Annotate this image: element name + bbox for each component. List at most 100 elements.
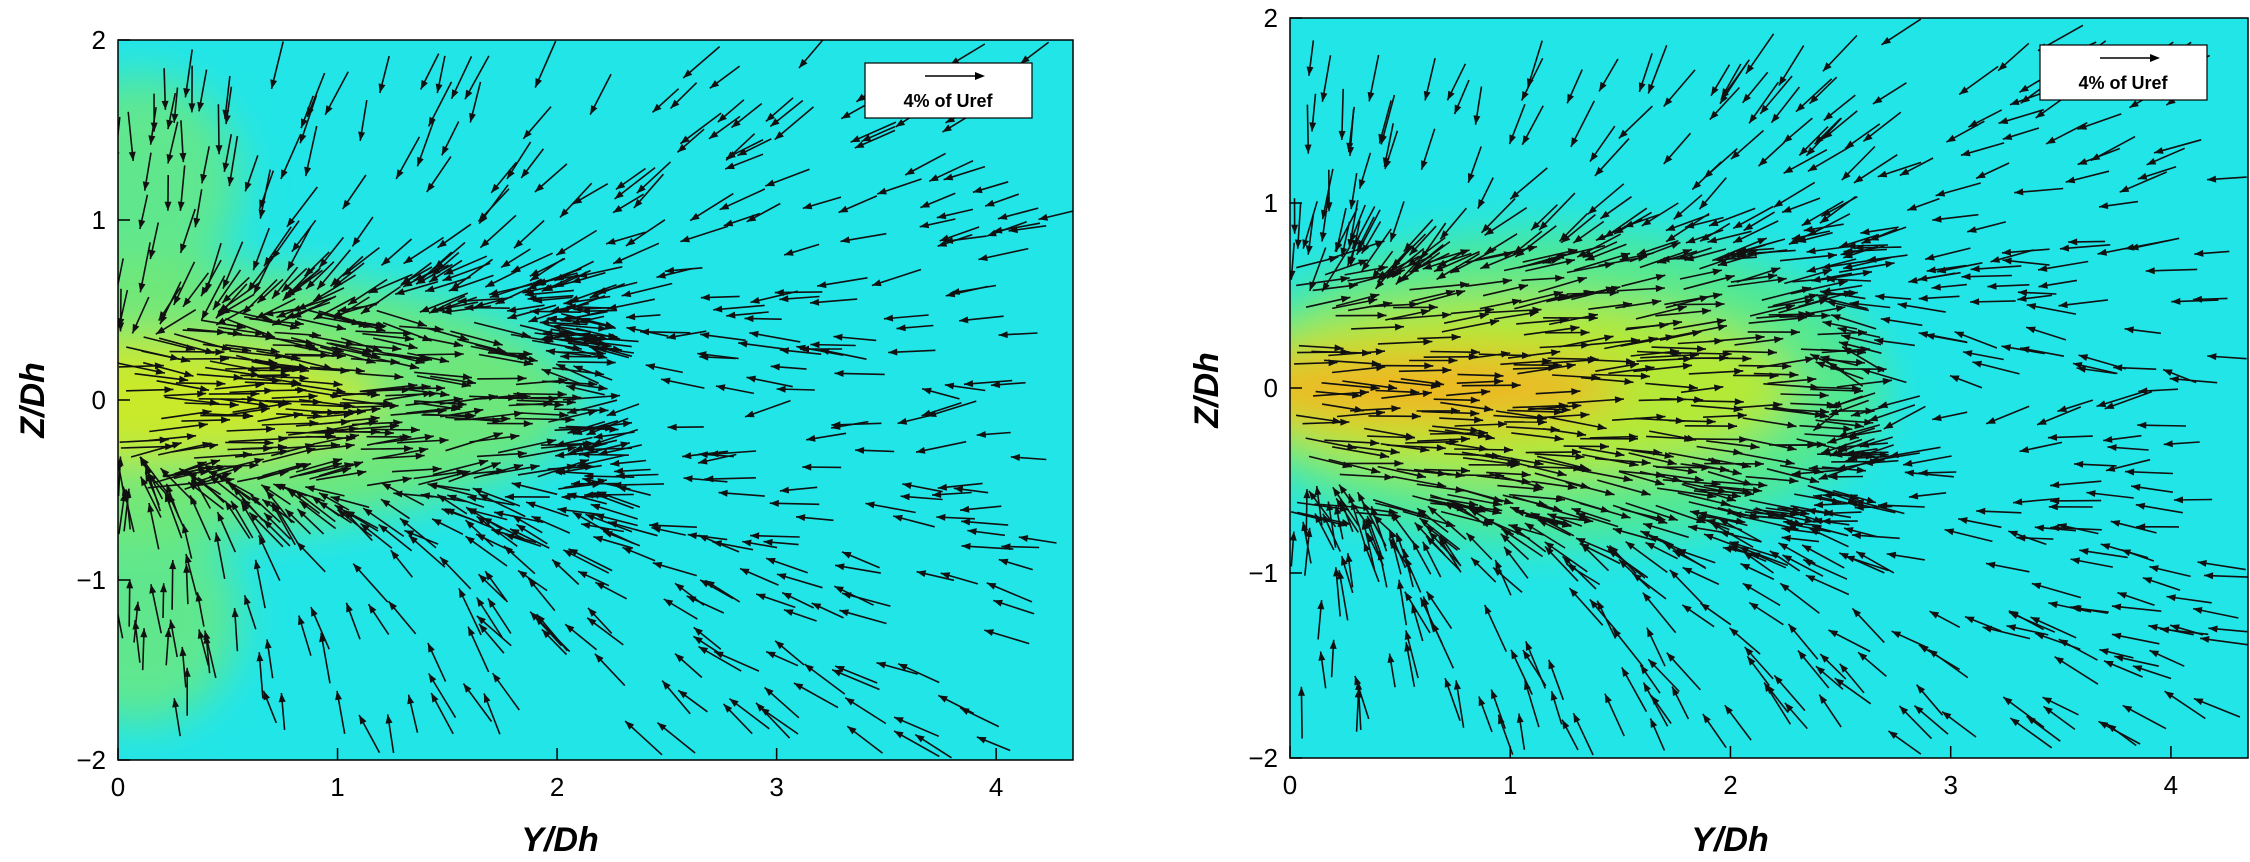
vector-arrowhead	[2207, 175, 2217, 183]
velocity-vector	[264, 400, 322, 403]
vector-arrowhead	[1460, 435, 1470, 443]
vector-arrowhead	[447, 494, 457, 502]
vector-arrowhead	[2163, 440, 2173, 448]
vector-arrowhead	[360, 523, 370, 532]
vector-arrowhead	[1700, 233, 1710, 242]
vector-arrowhead	[2170, 624, 2180, 632]
vector-arrowhead	[579, 459, 589, 466]
vector-arrowhead	[1328, 359, 1338, 367]
vector-arrowhead	[190, 495, 197, 505]
vector-arrowhead	[1663, 97, 1673, 107]
vector-arrowhead	[1340, 275, 1350, 283]
vector-arrowhead	[485, 279, 495, 287]
vector-arrowhead	[1308, 490, 1317, 501]
vector-arrowhead	[651, 526, 661, 533]
vector-arrowhead	[1321, 209, 1328, 220]
vector-arrowhead	[1545, 546, 1554, 556]
vector-arrowhead	[1843, 425, 1853, 433]
velocity-vector	[1651, 346, 1707, 350]
vector-arrowhead	[1632, 573, 1642, 582]
vector-arrowhead	[1506, 459, 1517, 467]
vector-arrowhead	[1810, 354, 1820, 362]
vector-arrowhead	[444, 267, 454, 275]
vector-arrowhead	[534, 183, 544, 192]
vector-arrowhead	[195, 592, 203, 602]
vector-arrowhead	[437, 239, 447, 248]
vector-arrowhead	[1600, 443, 1609, 450]
vector-arrowhead	[370, 391, 380, 399]
vector-arrowhead	[441, 145, 449, 156]
vector-arrowhead	[729, 698, 739, 707]
vector-arrowhead	[2169, 375, 2179, 383]
vector-arrowhead	[1669, 348, 1680, 356]
vector-arrowhead	[1524, 680, 1531, 691]
vector-arrowhead	[368, 604, 377, 614]
vector-arrowhead	[390, 358, 400, 366]
vector-arrowhead	[1370, 466, 1381, 474]
vector-arrowhead	[527, 282, 537, 290]
vector-arrowhead	[169, 353, 180, 361]
vector-arrowhead	[2047, 433, 2058, 441]
vector-arrowhead	[1709, 110, 1719, 120]
vector-arrowhead	[779, 347, 790, 355]
vector-arrowhead	[148, 135, 156, 145]
vector-arrowhead	[626, 313, 636, 321]
vector-arrowhead	[266, 490, 275, 500]
vector-arrowhead	[244, 595, 251, 605]
vector-arrowhead	[2171, 297, 2181, 305]
vector-arrowhead	[1651, 298, 1662, 306]
vector-arrowhead	[1833, 450, 1843, 458]
vector-arrowhead	[223, 279, 230, 289]
vector-arrowhead	[1976, 507, 1986, 515]
vector-arrowhead	[744, 315, 754, 323]
vector-arrowhead	[214, 532, 222, 542]
velocity-vector	[1522, 249, 1578, 263]
velocity-vector	[497, 397, 558, 400]
vector-arrowhead	[485, 571, 494, 581]
vector-arrowhead	[2017, 295, 2027, 302]
vector-arrowhead	[1503, 446, 1513, 454]
vector-arrowhead	[457, 400, 467, 408]
vector-arrowhead	[1337, 570, 1345, 580]
vector-arrowhead	[1553, 290, 1563, 298]
vector-arrowhead	[1595, 233, 1606, 241]
vector-arrowhead	[282, 291, 292, 301]
vector-arrowhead	[1450, 265, 1460, 273]
vector-arrowhead	[221, 416, 231, 424]
vector-arrowhead	[1734, 398, 1744, 406]
vector-arrowhead	[1478, 429, 1488, 437]
vector-arrowhead	[293, 284, 303, 294]
vector-arrowhead	[776, 385, 786, 393]
vector-arrowhead	[959, 316, 969, 324]
vector-arrowhead	[1855, 358, 1865, 366]
velocity-vector	[518, 446, 577, 459]
vector-arrowhead	[774, 131, 784, 140]
vector-arrowhead	[473, 407, 484, 415]
vector-arrowhead	[258, 209, 266, 219]
vector-arrowhead	[1803, 225, 1814, 233]
vector-arrowhead	[160, 468, 170, 478]
vector-arrowhead	[435, 83, 443, 94]
vector-arrowhead	[1932, 414, 1942, 422]
velocity-vector	[1779, 254, 1838, 262]
vector-arrowhead	[1301, 521, 1309, 532]
vector-arrowhead	[719, 202, 730, 210]
vector-arrowhead	[333, 380, 343, 388]
vector-arrowhead	[466, 412, 476, 419]
vector-arrowhead	[178, 375, 189, 383]
vector-arrowhead	[547, 315, 558, 323]
vector-arrowhead	[560, 353, 570, 360]
vector-arrowhead	[1654, 478, 1665, 486]
vector-arrowhead	[330, 495, 341, 503]
vector-arrowhead	[1784, 702, 1794, 712]
vector-arrowhead	[1640, 372, 1650, 380]
vector-arrowhead	[1702, 714, 1711, 724]
vector-arrowhead	[264, 256, 272, 267]
vector-arrowhead	[292, 311, 302, 319]
vector-arrowhead	[2059, 244, 2070, 252]
vector-arrowhead	[463, 683, 472, 693]
vector-arrowhead	[1899, 168, 1910, 176]
vector-arrowhead	[1491, 452, 1501, 460]
y-tick-label: −2	[76, 745, 106, 775]
vector-arrowhead	[465, 520, 475, 529]
